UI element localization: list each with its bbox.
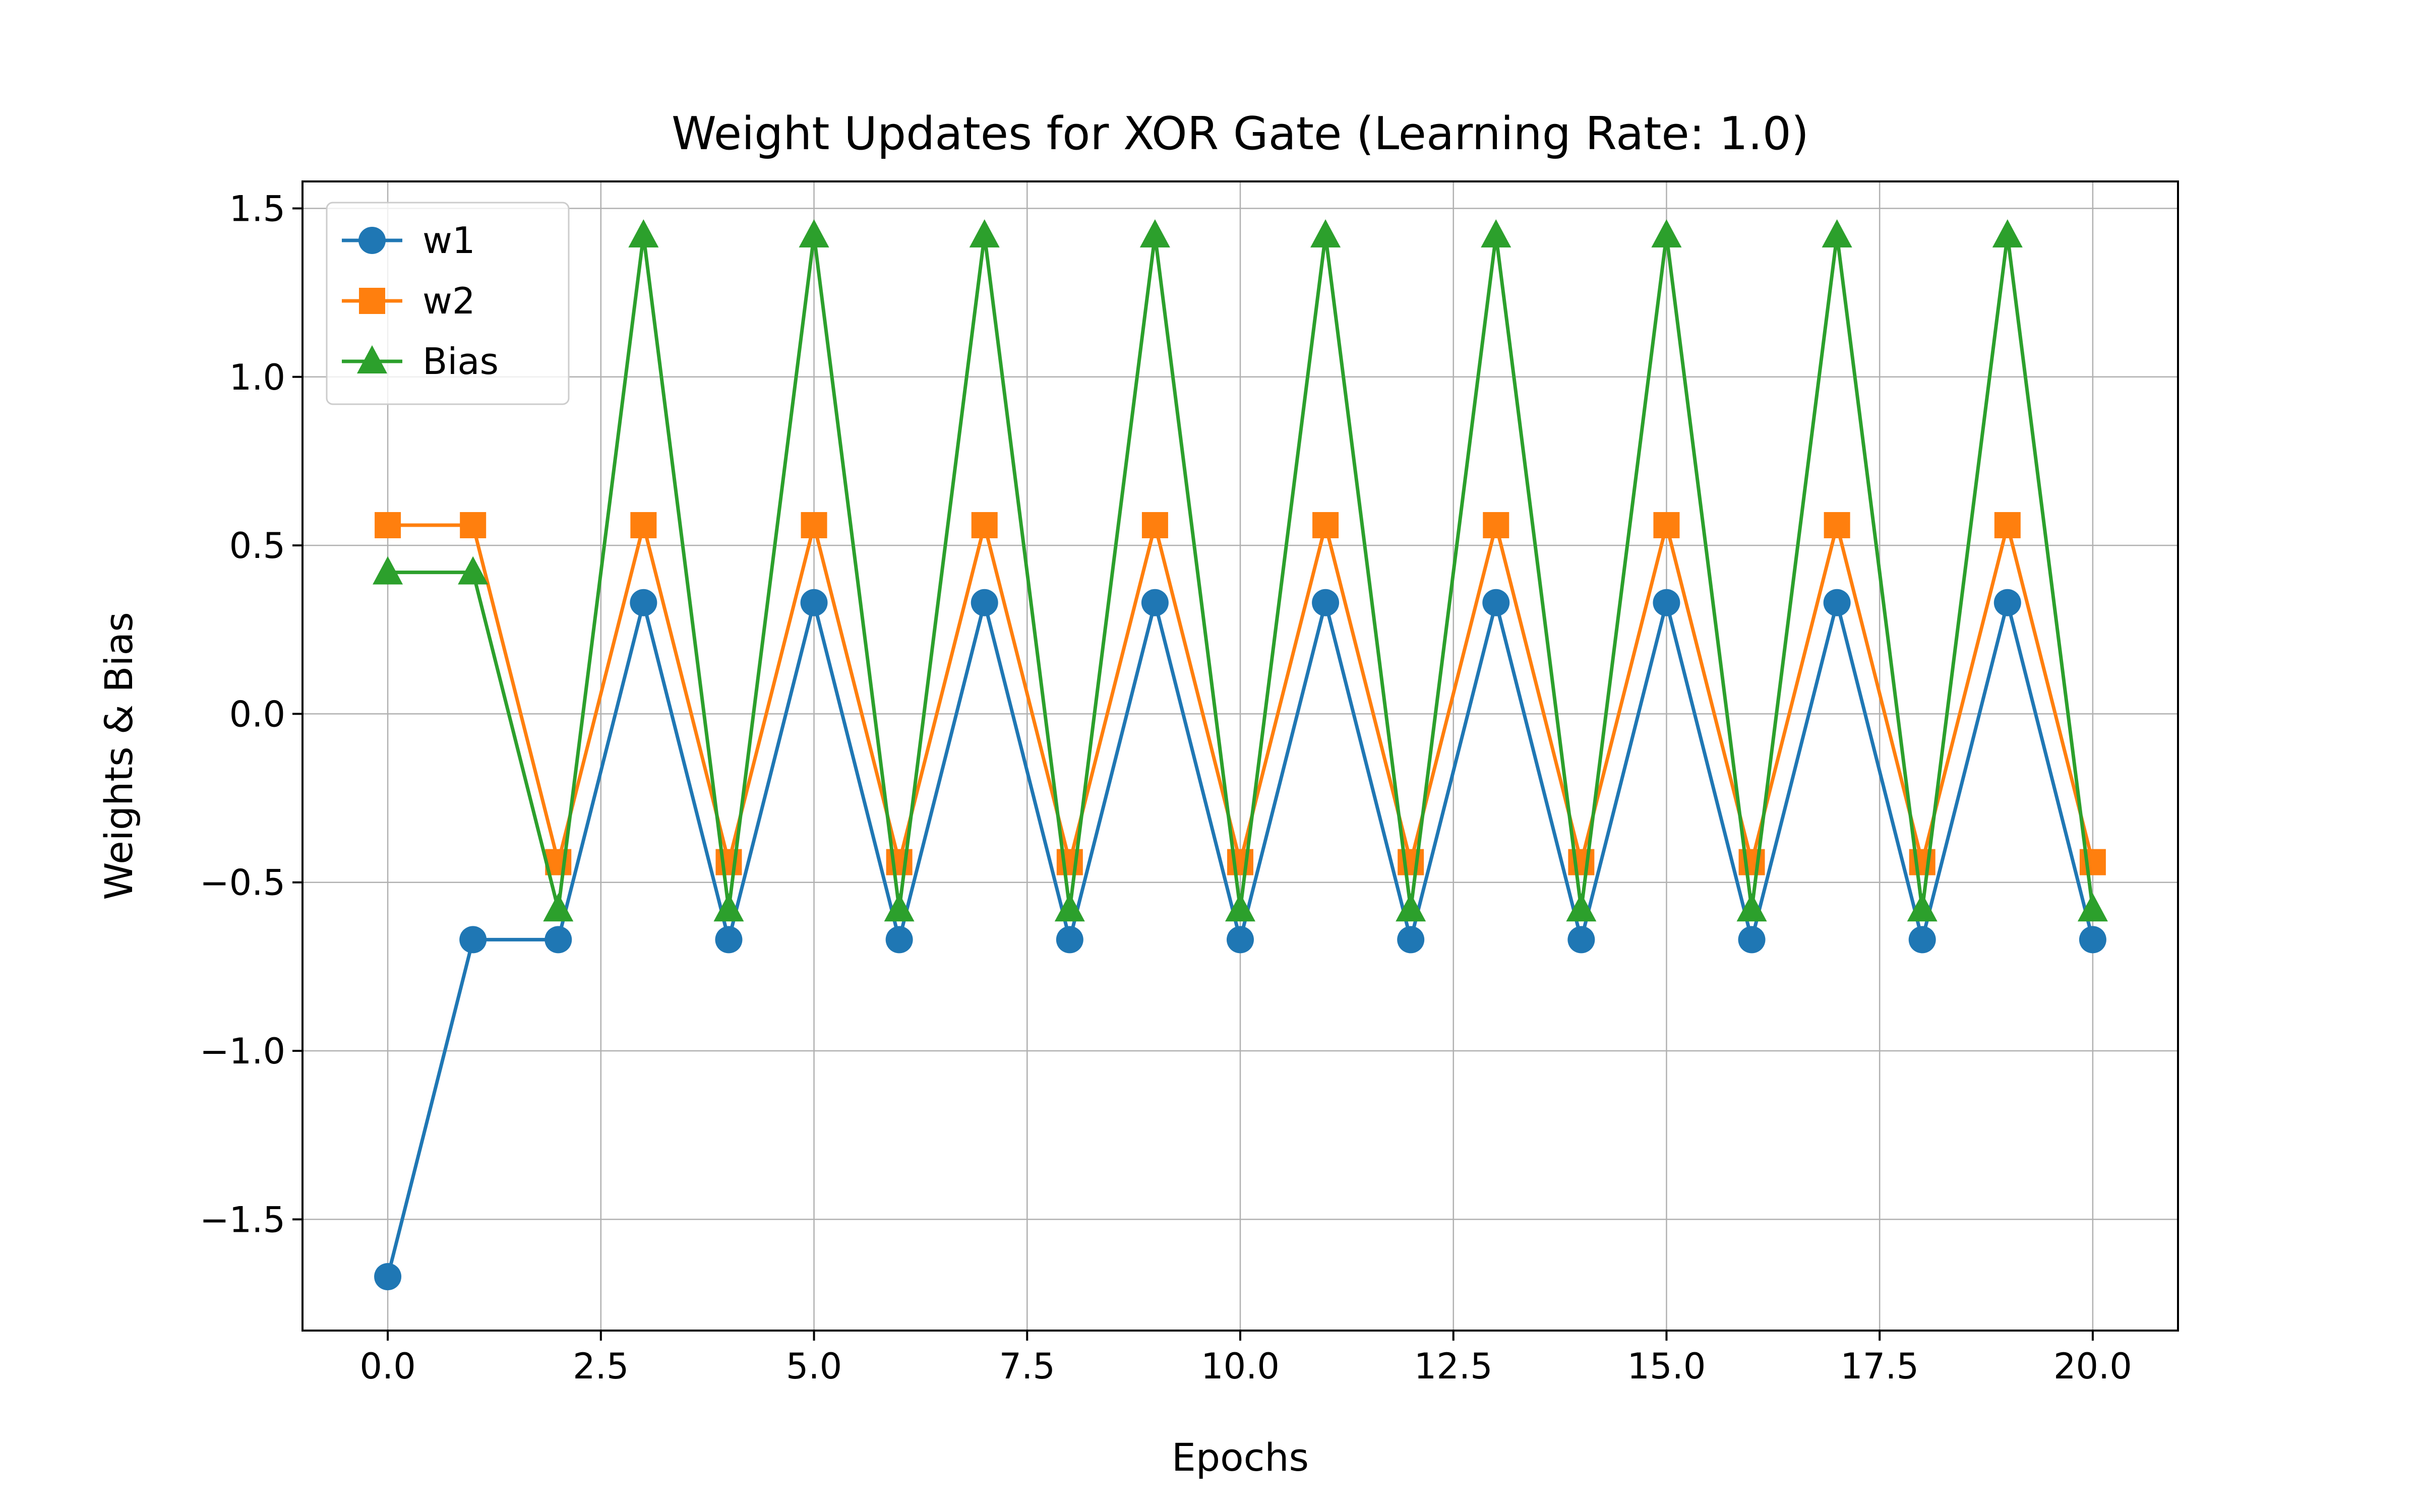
data-point-w2 bbox=[460, 512, 487, 538]
x-tick-label: 0.0 bbox=[359, 1346, 415, 1387]
y-axis-label: Weights & Bias bbox=[96, 612, 141, 900]
x-tick-label: 10.0 bbox=[1201, 1346, 1280, 1387]
x-tick-label: 5.0 bbox=[786, 1346, 842, 1387]
data-point-w2 bbox=[1568, 849, 1595, 875]
ticks: 0.0 2.5 5.0 7.5 10.0 12.5 15.0 17.5 20.0 −1.5 −1.0… bbox=[200, 188, 2132, 1387]
legend-label-w2: w2 bbox=[422, 280, 475, 322]
data-point-w1 bbox=[374, 1263, 402, 1291]
y-tick-label: −0.5 bbox=[200, 862, 285, 904]
data-point-w2 bbox=[1994, 512, 2021, 538]
data-point-w2 bbox=[1312, 512, 1339, 538]
data-point-w1 bbox=[1141, 589, 1169, 616]
data-point-w1 bbox=[1482, 589, 1510, 616]
data-point-w1 bbox=[1738, 926, 1766, 954]
data-point-w2 bbox=[1653, 512, 1680, 538]
series-layer bbox=[373, 219, 2108, 1291]
data-point-bias bbox=[1310, 219, 1341, 247]
data-point-w1 bbox=[2079, 926, 2106, 954]
data-point-w1 bbox=[544, 926, 572, 954]
y-tick-label: 0.0 bbox=[229, 694, 285, 735]
data-point-bias bbox=[543, 893, 574, 922]
data-point-w1 bbox=[1312, 589, 1340, 616]
data-point-bias bbox=[2077, 893, 2108, 922]
data-point-w1 bbox=[971, 589, 998, 616]
legend-marker-bias bbox=[357, 345, 387, 373]
x-tick-label: 12.5 bbox=[1414, 1346, 1493, 1387]
data-point-w1 bbox=[800, 589, 828, 616]
data-point-w2 bbox=[1738, 849, 1765, 875]
data-point-w2 bbox=[886, 849, 913, 875]
data-point-bias bbox=[1139, 219, 1170, 247]
data-point-w2 bbox=[1398, 849, 1424, 875]
data-point-w2 bbox=[715, 849, 742, 875]
x-tick-label: 17.5 bbox=[1840, 1346, 1919, 1387]
series-w1 bbox=[374, 589, 2106, 1291]
data-point-w2 bbox=[1227, 849, 1253, 875]
data-point-bias bbox=[1907, 893, 1938, 922]
data-point-w2 bbox=[801, 512, 827, 538]
data-point-w1 bbox=[459, 926, 487, 954]
y-tick-label: −1.5 bbox=[200, 1199, 285, 1240]
data-point-bias bbox=[628, 219, 659, 247]
data-point-bias bbox=[713, 893, 744, 922]
legend-marker-w1 bbox=[358, 227, 386, 254]
data-point-w1 bbox=[1397, 926, 1425, 954]
data-point-bias bbox=[799, 219, 829, 247]
y-tick-label: −1.0 bbox=[200, 1031, 285, 1072]
data-point-bias bbox=[1992, 219, 2023, 247]
data-point-bias bbox=[1566, 893, 1597, 922]
data-point-bias bbox=[1054, 893, 1085, 922]
data-point-w2 bbox=[375, 512, 401, 538]
x-tick-label: 15.0 bbox=[1627, 1346, 1706, 1387]
data-point-w1 bbox=[885, 926, 913, 954]
legend-label-w1: w1 bbox=[422, 219, 475, 262]
legend: w1 w2 Bias bbox=[326, 202, 570, 405]
data-point-w2 bbox=[1824, 512, 1850, 538]
data-point-bias bbox=[884, 893, 915, 922]
data-point-w1 bbox=[1823, 589, 1851, 616]
legend-box bbox=[326, 202, 570, 405]
chart-title: Weight Updates for XOR Gate (Learning Ra… bbox=[672, 107, 1809, 160]
data-point-w1 bbox=[1227, 926, 1254, 954]
data-point-w2 bbox=[1056, 849, 1083, 875]
series-bias bbox=[373, 219, 2108, 922]
legend-label-bias: Bias bbox=[422, 340, 499, 383]
x-axis-label: Epochs bbox=[1172, 1435, 1309, 1480]
data-point-w2 bbox=[2079, 849, 2106, 875]
data-point-w2 bbox=[630, 512, 657, 538]
data-point-w1 bbox=[1653, 589, 1680, 616]
data-point-bias bbox=[458, 556, 489, 585]
data-point-w1 bbox=[630, 589, 657, 616]
y-tick-label: 0.5 bbox=[229, 525, 285, 566]
data-point-bias bbox=[1481, 219, 1511, 247]
data-point-w1 bbox=[1908, 926, 1936, 954]
y-tick-label: 1.5 bbox=[229, 188, 285, 229]
data-point-w2 bbox=[1483, 512, 1509, 538]
x-tick-label: 7.5 bbox=[999, 1346, 1055, 1387]
data-point-w1 bbox=[715, 926, 743, 954]
data-point-bias bbox=[1822, 219, 1852, 247]
data-point-bias bbox=[969, 219, 1000, 247]
data-point-w1 bbox=[1567, 926, 1595, 954]
data-point-bias bbox=[1736, 893, 1767, 922]
data-point-bias bbox=[1225, 893, 1255, 922]
data-point-w1 bbox=[1056, 926, 1083, 954]
x-tick-label: 2.5 bbox=[573, 1346, 629, 1387]
data-point-w2 bbox=[1909, 849, 1935, 875]
data-point-w2 bbox=[1141, 512, 1168, 538]
y-tick-label: 1.0 bbox=[229, 357, 285, 398]
data-point-bias bbox=[1651, 219, 1682, 247]
data-point-bias bbox=[373, 556, 403, 585]
data-point-w1 bbox=[1993, 589, 2021, 616]
legend-marker-w2 bbox=[359, 288, 385, 314]
x-tick-label: 20.0 bbox=[2053, 1346, 2132, 1387]
data-point-bias bbox=[1396, 893, 1426, 922]
data-point-w2 bbox=[971, 512, 998, 538]
